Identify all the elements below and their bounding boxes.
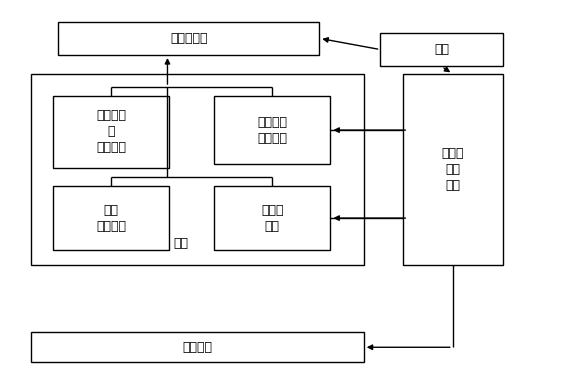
- Text: 边界
检测单元: 边界 检测单元: [96, 204, 126, 233]
- Bar: [380, 33, 503, 66]
- Bar: [53, 186, 169, 250]
- Text: 单片机
处理
单元: 单片机 处理 单元: [442, 147, 464, 192]
- Bar: [30, 332, 364, 362]
- Text: 光栅解调仪: 光栅解调仪: [170, 32, 208, 45]
- Text: 压模单元: 压模单元: [182, 341, 212, 354]
- Bar: [214, 186, 330, 250]
- Bar: [58, 22, 319, 55]
- Text: 主机: 主机: [434, 43, 449, 56]
- Bar: [30, 74, 364, 265]
- Bar: [214, 97, 330, 164]
- Text: 模具: 模具: [173, 237, 188, 250]
- Text: 水冷却
单元: 水冷却 单元: [261, 204, 283, 233]
- Text: 压模位置
检测单元: 压模位置 检测单元: [257, 116, 287, 144]
- Bar: [53, 97, 169, 168]
- Text: 温度检测
与
控制单元: 温度检测 与 控制单元: [96, 109, 126, 154]
- Bar: [403, 74, 503, 265]
